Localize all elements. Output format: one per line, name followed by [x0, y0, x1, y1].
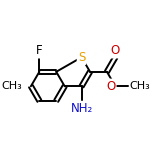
- Text: NH₂: NH₂: [70, 102, 93, 115]
- Text: O: O: [111, 44, 120, 57]
- Text: O: O: [106, 80, 115, 93]
- Text: S: S: [78, 51, 85, 64]
- Text: CH₃: CH₃: [130, 81, 151, 91]
- Text: CH₃: CH₃: [2, 81, 22, 91]
- Text: F: F: [36, 44, 43, 57]
